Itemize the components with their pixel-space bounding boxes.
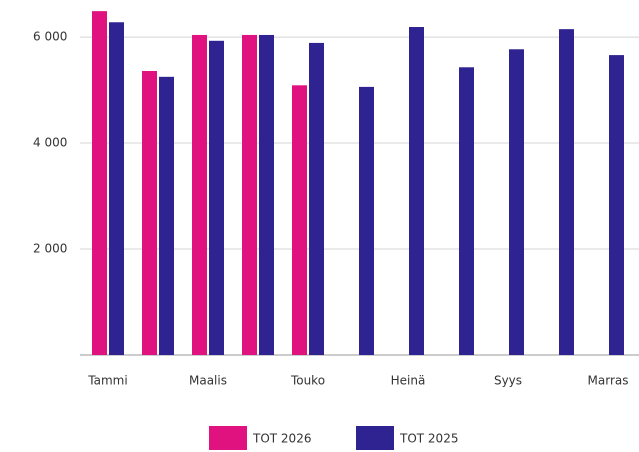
x-tick-label: Tammi	[87, 374, 127, 388]
bar	[409, 27, 424, 355]
bar	[109, 22, 124, 356]
bar	[309, 42, 324, 356]
bar	[459, 67, 474, 355]
bar	[259, 34, 274, 355]
x-tick-label: Touko	[290, 374, 325, 388]
bar	[209, 40, 224, 355]
x-tick-label: Maalis	[189, 374, 227, 388]
y-tick-label: 2 000	[33, 242, 67, 256]
bar	[242, 34, 257, 355]
legend-label: TOT 2026	[252, 432, 311, 446]
legend-swatch	[356, 426, 394, 450]
bar	[609, 55, 624, 355]
x-tick-label: Marras	[588, 374, 629, 388]
x-tick-label: Heinä	[391, 374, 426, 388]
y-tick-label: 4 000	[33, 136, 67, 150]
bar	[359, 86, 374, 356]
bar	[509, 49, 524, 355]
bar	[292, 85, 307, 355]
y-tick-label: 6 000	[33, 30, 67, 44]
legend-swatch	[209, 426, 247, 450]
bar	[192, 34, 207, 355]
bar	[142, 71, 157, 355]
bar	[559, 29, 574, 356]
x-tick-label: Syys	[494, 374, 522, 388]
bar	[92, 11, 107, 356]
legend-label: TOT 2025	[399, 432, 458, 446]
bar	[159, 76, 174, 355]
